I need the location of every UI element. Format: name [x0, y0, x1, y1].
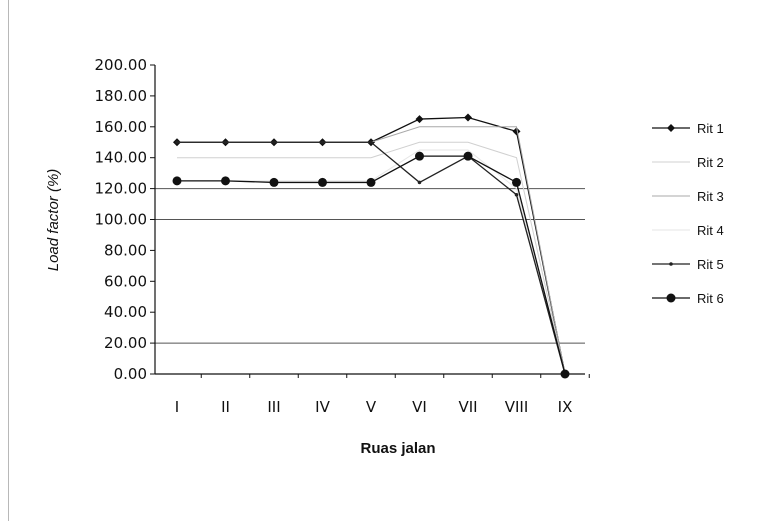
- legend-label: Rit 1: [697, 121, 724, 136]
- legend-entry: Rit 4: [652, 223, 724, 238]
- data-point-dot: [417, 180, 422, 185]
- y-tick-label: 160.00: [95, 118, 148, 136]
- data-point-dot: [272, 140, 276, 145]
- y-tick-label: 60.00: [104, 272, 147, 290]
- data-point-dot: [514, 192, 519, 197]
- page-edge-line: [8, 0, 9, 521]
- y-tick-label: 80.00: [104, 241, 147, 259]
- series-5: [175, 140, 567, 376]
- legend-label: Rit 3: [697, 189, 724, 204]
- data-point-dot: [175, 140, 179, 145]
- x-tick-label: IX: [558, 398, 573, 416]
- x-tick-label: VI: [412, 398, 427, 416]
- data-point-circle: [666, 293, 676, 303]
- data-point-circle: [269, 177, 279, 187]
- data-point-circle: [512, 177, 521, 187]
- x-tick-label: V: [366, 398, 377, 416]
- y-axis-title: Load factor (%): [45, 169, 62, 272]
- data-point-circle: [415, 151, 424, 161]
- data-point-dot: [223, 140, 228, 145]
- x-tick-label: II: [221, 398, 230, 416]
- data-point-diamond: [512, 127, 521, 136]
- series-1: [173, 113, 569, 378]
- series-line: [177, 116, 566, 375]
- data-point-diamond: [464, 113, 472, 122]
- data-point-circle: [463, 151, 473, 161]
- series-3: [177, 126, 566, 375]
- data-point-circle: [560, 369, 570, 379]
- y-tick-label: 120.00: [95, 180, 148, 198]
- data-point-diamond: [415, 115, 424, 124]
- y-tick-label: 200.00: [95, 56, 148, 74]
- data-point-diamond: [667, 124, 675, 132]
- legend-label: Rit 2: [697, 155, 724, 170]
- data-point-dot: [369, 140, 373, 145]
- series-line: [177, 126, 566, 375]
- y-tick-label: 180.00: [95, 87, 148, 105]
- y-tick-label: 140.00: [95, 149, 148, 167]
- x-tick-label: I: [175, 398, 179, 416]
- x-tick-label: VII: [458, 398, 477, 416]
- legend-label: Rit 5: [697, 257, 724, 272]
- series-6: [172, 151, 570, 379]
- y-tick-label: 100.00: [95, 211, 148, 229]
- x-tick-label: VIII: [505, 398, 529, 416]
- data-point-dot: [320, 140, 325, 145]
- legend-entry: Rit 6: [652, 291, 724, 306]
- legend-entry: Rit 1: [652, 121, 724, 136]
- y-tick-label: 40.00: [104, 303, 147, 321]
- legend-label: Rit 4: [697, 223, 724, 238]
- x-axis-title: Ruas jalan: [360, 440, 435, 457]
- data-point-circle: [366, 177, 376, 187]
- legend-entry: Rit 3: [652, 189, 724, 204]
- data-point-circle: [172, 176, 182, 186]
- x-tick-label: III: [267, 398, 280, 416]
- data-point-circle: [221, 176, 230, 186]
- y-tick-label: 0.00: [114, 365, 147, 383]
- legend-entry: Rit 5: [652, 257, 724, 272]
- legend-label: Rit 6: [697, 291, 724, 306]
- data-point-circle: [318, 177, 327, 187]
- series-2: [177, 141, 566, 375]
- series-line: [177, 141, 566, 375]
- data-point-dot: [669, 262, 673, 266]
- legend-entry: Rit 2: [652, 155, 724, 170]
- x-tick-label: IV: [315, 398, 330, 416]
- y-tick-label: 20.00: [104, 334, 147, 352]
